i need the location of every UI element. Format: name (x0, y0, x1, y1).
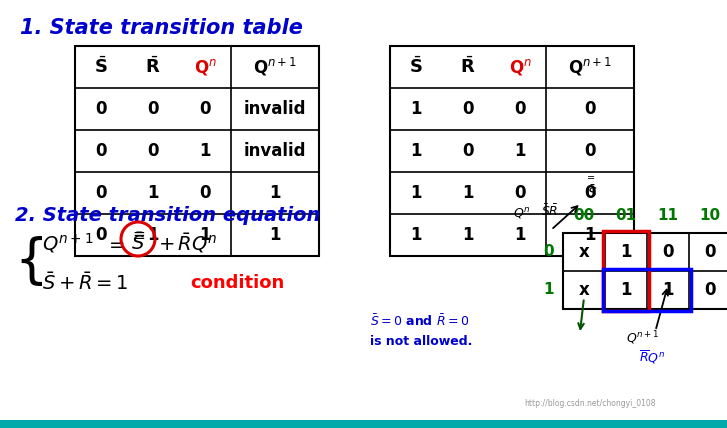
Bar (390, 46, 634, 256)
Text: 1: 1 (462, 226, 474, 244)
Text: 0: 0 (704, 281, 716, 299)
Text: $\bar{S}+\bar{R}=1$: $\bar{S}+\bar{R}=1$ (42, 272, 129, 294)
Text: $\bar{S}\bar{R}$: $\bar{S}\bar{R}$ (541, 203, 558, 219)
Text: invalid: invalid (244, 100, 306, 118)
Text: 1: 1 (148, 184, 158, 202)
Text: 0: 0 (148, 100, 158, 118)
Text: 1: 1 (199, 142, 211, 160)
Text: $\bar{\mathbf{S}}$: $\bar{\mathbf{S}}$ (409, 56, 423, 77)
Text: $Q^n$: $Q^n$ (513, 206, 531, 221)
Text: 10: 10 (699, 208, 720, 223)
Text: 0: 0 (585, 184, 595, 202)
Text: $\bar{\mathbf{R}}$: $\bar{\mathbf{R}}$ (460, 56, 475, 77)
Text: x: x (579, 281, 590, 299)
Text: 0: 0 (95, 184, 107, 202)
Text: 00: 00 (574, 208, 595, 223)
Text: 1: 1 (585, 226, 595, 244)
Text: 2. State transition equation: 2. State transition equation (15, 206, 321, 225)
Text: $\mathbf{Q}^{n+1}$: $\mathbf{Q}^{n+1}$ (568, 56, 612, 78)
Text: 01: 01 (616, 208, 637, 223)
Text: 1: 1 (410, 184, 422, 202)
Text: 0: 0 (662, 243, 674, 261)
Text: 0: 0 (514, 184, 526, 202)
Text: 0: 0 (462, 142, 474, 160)
Bar (603, 231, 649, 311)
Text: $\overset{=}{\bar{S}}$: $\overset{=}{\bar{S}}$ (585, 177, 598, 201)
Text: 0: 0 (199, 184, 211, 202)
Text: 1: 1 (662, 281, 674, 299)
Text: $\mathbf{Q}^n$: $\mathbf{Q}^n$ (193, 57, 217, 77)
Text: 1: 1 (148, 226, 158, 244)
Text: $Q^{n+1}$: $Q^{n+1}$ (42, 231, 94, 255)
Text: 1: 1 (620, 243, 632, 261)
Text: 0: 0 (704, 243, 716, 261)
Text: 0: 0 (585, 142, 595, 160)
Text: 0: 0 (148, 142, 158, 160)
Text: 1: 1 (410, 226, 422, 244)
Bar (0, 420, 727, 428)
Text: 1: 1 (410, 100, 422, 118)
Text: $+\,\bar{R}Q^n$: $+\,\bar{R}Q^n$ (158, 231, 217, 255)
Text: $\mathbf{Q}^{n+1}$: $\mathbf{Q}^{n+1}$ (253, 56, 297, 78)
Text: $\mathbf{Q}^n$: $\mathbf{Q}^n$ (509, 57, 531, 77)
Text: 1: 1 (269, 184, 281, 202)
Text: http://blog.csdn.net/chongyi_0108: http://blog.csdn.net/chongyi_0108 (524, 399, 656, 408)
Text: $\overline{R}Q^n$: $\overline{R}Q^n$ (638, 349, 665, 366)
Text: $Q^{n+1}$: $Q^{n+1}$ (626, 329, 659, 347)
Text: is not allowed.: is not allowed. (370, 335, 473, 348)
Text: $\bar{S}=0$ and $\bar{R}=0$: $\bar{S}=0$ and $\bar{R}=0$ (370, 313, 470, 329)
Text: 0: 0 (95, 100, 107, 118)
Text: x: x (579, 243, 590, 261)
Text: $\bar{\mathbf{R}}$: $\bar{\mathbf{R}}$ (145, 56, 161, 77)
Text: 0: 0 (95, 142, 107, 160)
Text: $\bar{\mathbf{S}}$: $\bar{\mathbf{S}}$ (95, 56, 108, 77)
Text: 11: 11 (657, 208, 678, 223)
Text: 1: 1 (410, 142, 422, 160)
Text: 1. State transition table: 1. State transition table (20, 18, 303, 38)
Text: $=$: $=$ (105, 234, 125, 253)
Text: $\equiv$: $\equiv$ (130, 226, 146, 241)
Text: condition: condition (190, 274, 284, 292)
Text: invalid: invalid (244, 142, 306, 160)
Text: 1: 1 (514, 226, 526, 244)
Text: 0: 0 (585, 100, 595, 118)
Text: 0: 0 (544, 244, 554, 259)
Text: 0: 0 (462, 100, 474, 118)
Text: $\{$: $\{$ (14, 235, 42, 288)
Text: 0: 0 (199, 100, 211, 118)
Text: 0: 0 (514, 100, 526, 118)
Text: $\bar{S}$: $\bar{S}$ (131, 232, 145, 254)
Text: 1: 1 (620, 281, 632, 299)
Bar (563, 233, 727, 309)
Text: 1: 1 (199, 226, 211, 244)
Text: 1: 1 (514, 142, 526, 160)
Bar (603, 269, 691, 311)
Text: 1: 1 (269, 226, 281, 244)
Text: 1: 1 (462, 184, 474, 202)
Bar (75, 46, 319, 256)
Text: 0: 0 (95, 226, 107, 244)
Text: 1: 1 (544, 282, 554, 297)
